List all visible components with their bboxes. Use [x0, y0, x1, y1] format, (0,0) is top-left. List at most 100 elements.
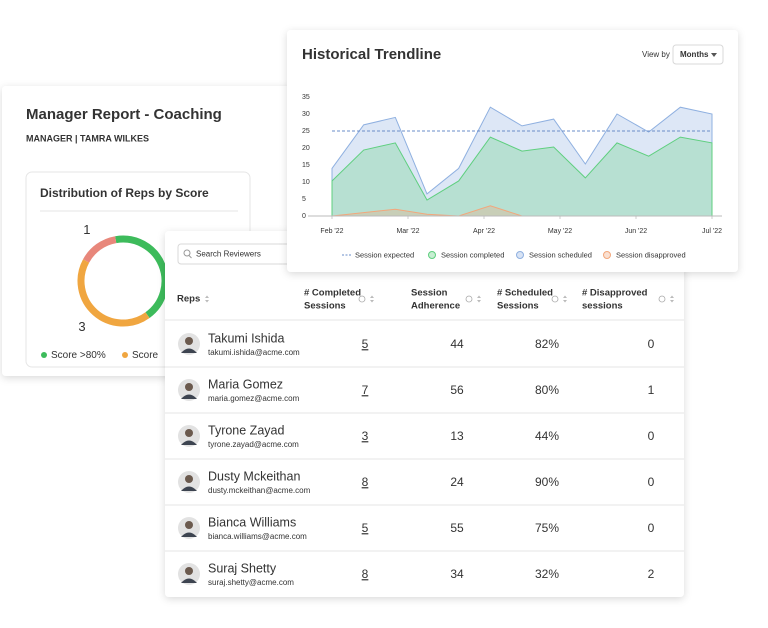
view-by-select[interactable] — [672, 44, 724, 65]
info-icon — [358, 295, 366, 303]
completed-link[interactable]: 8 — [362, 475, 369, 489]
y-tick-label: 35 — [302, 94, 310, 101]
column-header: Reps — [177, 294, 200, 305]
completed-link[interactable]: 7 — [362, 383, 369, 397]
disapproved: 0 — [648, 475, 655, 489]
rep-email: tyrone.zayad@acme.com — [208, 440, 299, 449]
legend-swatch — [428, 251, 436, 259]
y-tick-label: 15 — [302, 162, 310, 169]
rep-name[interactable]: Maria Gomez — [208, 377, 283, 391]
chart-title: Historical Trendline — [302, 46, 441, 63]
legend-label: Score >80% — [51, 350, 106, 361]
scheduled: 32% — [535, 567, 559, 581]
rep-email: bianca.williams@acme.com — [208, 532, 307, 541]
avatar-body — [181, 578, 197, 583]
y-tick-label: 30 — [302, 111, 310, 118]
adherence: 24 — [450, 475, 464, 489]
scheduled: 75% — [535, 521, 559, 535]
avatar-head — [185, 521, 193, 529]
avatar-head — [185, 337, 193, 345]
disapproved: 0 — [648, 429, 655, 443]
completed-link[interactable]: 5 — [362, 521, 369, 535]
scheduled: 82% — [535, 337, 559, 351]
avatar-head — [185, 475, 193, 483]
disapproved: 1 — [648, 383, 655, 397]
legend-label: Session scheduled — [529, 250, 592, 259]
column-header: # Disapproved — [582, 288, 648, 299]
card-bg — [287, 30, 738, 272]
y-tick-label: 0 — [302, 213, 306, 220]
y-tick-label: 5 — [302, 196, 306, 203]
column-header: Adherence — [411, 301, 460, 312]
completed-link[interactable]: 5 — [362, 337, 369, 351]
legend-label: Session expected — [355, 250, 414, 259]
legend-label: Session completed — [441, 250, 504, 259]
avatar-body — [181, 394, 197, 399]
y-tick-label: 25 — [302, 128, 310, 135]
avatar-head — [185, 383, 193, 391]
donut-segment — [77, 259, 150, 327]
column-header: # Scheduled — [497, 288, 553, 299]
card-title: Manager Report - Coaching — [26, 106, 222, 123]
search-icon — [183, 249, 191, 257]
caret — [711, 53, 717, 57]
x-tick-label: Mar '22 — [396, 228, 419, 235]
rep-name[interactable]: Bianca Williams — [208, 515, 296, 529]
sort-icon — [370, 295, 374, 303]
donut-label: 1 — [83, 222, 90, 237]
rep-email: dusty.mckeithan@acme.com — [208, 486, 311, 495]
rep-email: takumi.ishida@acme.com — [208, 348, 300, 357]
view-by-value: Months — [680, 50, 709, 59]
donut-segment — [115, 235, 169, 318]
scheduled: 80% — [535, 383, 559, 397]
avatar-body — [181, 532, 197, 537]
area — [331, 136, 713, 217]
legend-swatch — [516, 251, 524, 259]
rep-email: maria.gomez@acme.com — [208, 394, 300, 403]
info-icon — [465, 295, 473, 303]
sort-icon — [563, 295, 567, 303]
inner-title: Distribution of Reps by Score — [40, 186, 209, 200]
legend-label: Session disapproved — [616, 250, 686, 259]
table-card: Search Reviewers Reps# CompletedSessions… — [165, 231, 684, 597]
avatar-head — [185, 429, 193, 437]
rep-name[interactable]: Dusty Mckeithan — [208, 469, 300, 483]
completed-link[interactable]: 8 — [362, 567, 369, 581]
y-tick-label: 10 — [302, 179, 310, 186]
sort-icon — [477, 295, 481, 303]
disapproved: 0 — [648, 337, 655, 351]
rep-name[interactable]: Tyrone Zayad — [208, 423, 284, 437]
avatar-body — [181, 440, 197, 445]
sort-icon — [670, 295, 674, 303]
column-header: sessions — [582, 301, 623, 312]
card-bg — [165, 231, 684, 597]
scheduled: 44% — [535, 429, 559, 443]
info-icon — [658, 295, 666, 303]
rep-name[interactable]: Suraj Shetty — [208, 561, 277, 575]
legend-dot — [122, 352, 128, 358]
scheduled: 90% — [535, 475, 559, 489]
x-tick-label: Apr '22 — [473, 228, 495, 235]
search-icon — [188, 255, 192, 259]
search-placeholder: Search Reviewers — [196, 250, 261, 259]
donut-segment — [83, 236, 117, 263]
disapproved: 2 — [648, 567, 655, 581]
column-header: Sessions — [497, 301, 539, 312]
view-by-label: View by — [642, 50, 670, 59]
legend-swatch — [603, 251, 611, 259]
legend-label: Score — [132, 350, 159, 361]
rep-email: suraj.shetty@acme.com — [208, 578, 294, 587]
column-header: Sessions — [304, 301, 346, 312]
adherence: 55 — [450, 521, 464, 535]
rep-name[interactable]: Takumi Ishida — [208, 331, 284, 345]
sort-icon — [205, 295, 209, 303]
adherence: 56 — [450, 383, 464, 397]
avatar-head — [185, 567, 193, 575]
trend-card: Historical Trendline View by Months 0 5 10… — [287, 30, 738, 272]
x-tick-label: Feb '22 — [320, 228, 343, 235]
x-tick-label: May '22 — [548, 228, 572, 235]
x-tick-label: Jul '22 — [702, 228, 722, 235]
completed-link[interactable]: 3 — [362, 429, 369, 443]
